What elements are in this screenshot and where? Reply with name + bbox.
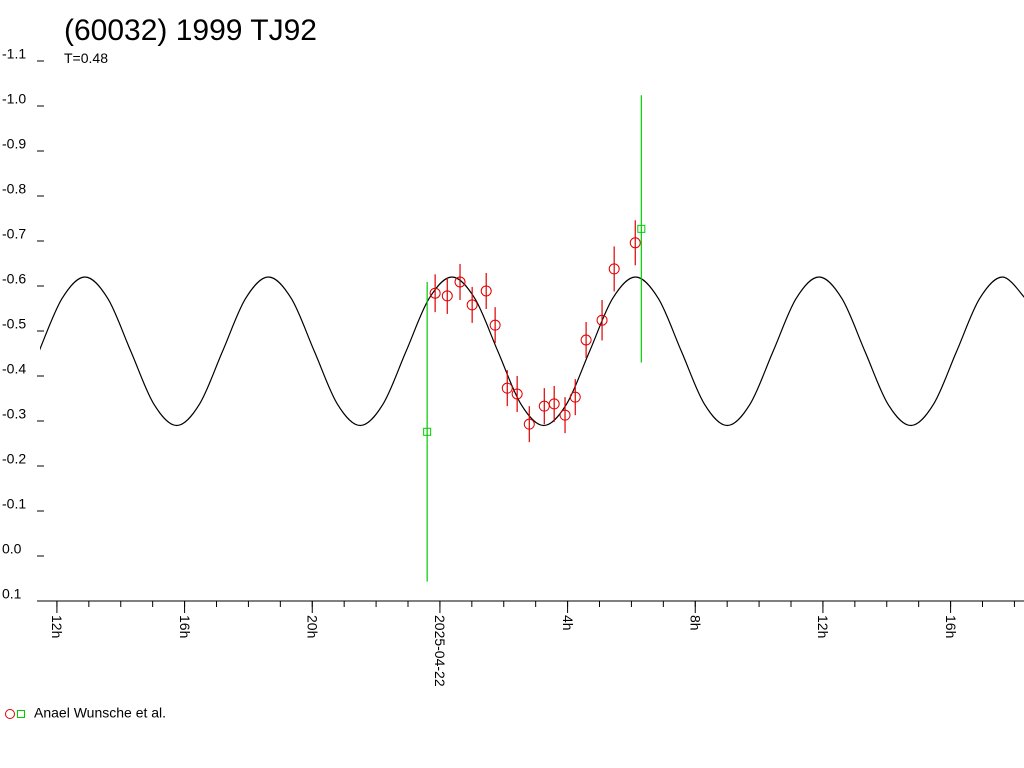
data-point [569,391,581,403]
data-point [489,319,501,331]
y-tick-label: -0.6 [2,271,26,287]
chart-title: (60032) 1999 TJ92 [64,14,317,47]
data-point [480,285,492,297]
data-point [608,263,620,275]
y-tick-label: 0.1 [2,586,22,602]
legend-marker [5,709,15,719]
y-tick-label: -1.1 [2,46,26,62]
plot-area [40,95,1024,582]
x-tick-label: 16h [943,615,959,638]
y-tick-label: -0.7 [2,226,26,242]
y-tick-label: -0.2 [2,451,26,467]
data-point [580,334,592,346]
legend-marker [17,710,25,718]
data-point [596,314,608,326]
y-tick-label: -0.4 [2,361,26,377]
data-point [454,276,466,288]
model-curve [40,276,1024,427]
y-tick-label: -0.8 [2,181,26,197]
data-point [441,290,453,302]
y-tick-label: -1.0 [2,91,26,107]
y-tick-label: -0.5 [2,316,26,332]
data-point [629,237,641,249]
y-tick-label: -0.3 [2,406,26,422]
data-point [559,409,571,421]
y-tick-label: 0.0 [2,541,22,557]
data-point [523,418,535,430]
data-point [501,382,513,394]
y-tick-label: -0.1 [2,496,26,512]
data-point [429,287,441,299]
y-tick-label: -0.9 [2,136,26,152]
x-tick-label: 12h [815,615,831,638]
x-tick-label: 20h [305,615,321,638]
x-tick-label: 2025-04-22 [432,615,448,687]
data-point [423,427,432,436]
x-tick-label: 12h [49,615,65,638]
x-tick-label: 4h [560,615,576,631]
legend-label: Anael Wunsche et al. [34,705,166,721]
data-point [466,299,478,311]
data-point [511,388,523,400]
data-point [637,224,646,233]
chart-subtitle: T=0.48 [64,50,108,66]
data-point [548,398,560,410]
x-tick-label: 16h [177,615,193,638]
x-tick-label: 8h [688,615,704,631]
